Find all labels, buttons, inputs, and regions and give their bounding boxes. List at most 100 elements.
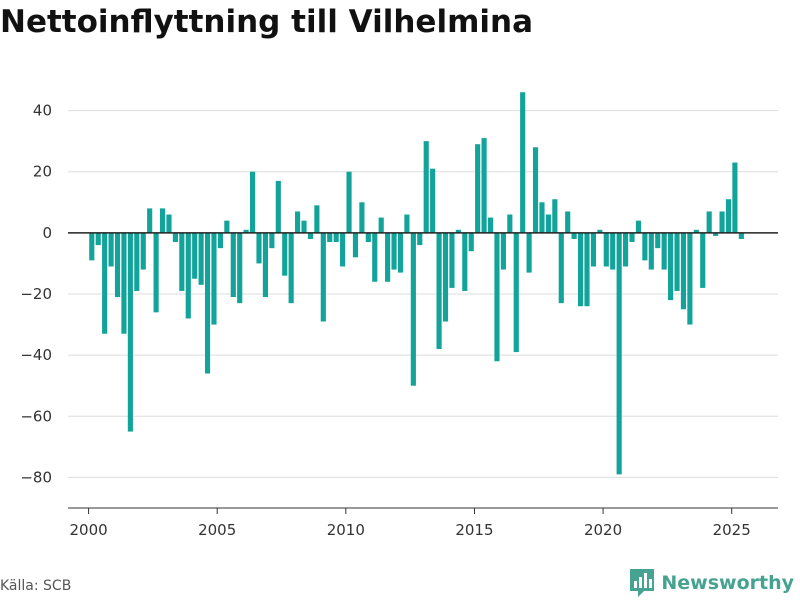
bar <box>687 232 693 325</box>
bar <box>674 232 680 291</box>
bar <box>507 214 513 233</box>
bar <box>275 180 281 233</box>
bar <box>693 229 699 233</box>
bar <box>468 232 474 252</box>
bar <box>346 171 352 233</box>
bar <box>301 220 307 233</box>
brand-name: Newsworthy <box>661 572 794 594</box>
bar <box>159 208 166 233</box>
bar <box>185 232 191 319</box>
bar <box>250 171 256 233</box>
bar <box>256 232 262 264</box>
bar <box>179 232 185 291</box>
chart-title: Nettoinflyttning till Vilhelmina <box>0 4 533 40</box>
bar <box>378 217 384 233</box>
bar <box>217 232 223 249</box>
x-tick-label: 2005 <box>198 521 236 539</box>
bar <box>204 232 211 374</box>
brand-logo[interactable]: Newsworthy <box>629 568 794 598</box>
bar <box>494 232 500 362</box>
bar <box>359 202 365 233</box>
x-axis-ticks: 2000 2005 2010 2015 2020 2025 <box>69 508 751 539</box>
bar <box>635 220 642 233</box>
bar <box>237 232 243 304</box>
bar <box>211 232 217 325</box>
bar <box>526 232 532 273</box>
bar <box>121 232 127 334</box>
bar <box>307 232 314 239</box>
bar <box>738 232 744 239</box>
bar <box>500 232 506 270</box>
bar <box>436 232 442 350</box>
bar <box>642 232 648 261</box>
bar <box>590 232 596 267</box>
bar <box>455 229 461 233</box>
bar <box>449 232 455 288</box>
bar <box>410 232 416 386</box>
bar <box>487 217 494 233</box>
y-tick-label: 0 <box>42 224 52 242</box>
bar <box>314 205 320 233</box>
bar <box>475 144 481 233</box>
bar <box>417 232 423 246</box>
bar <box>269 232 275 249</box>
y-tick-label: 20 <box>33 163 52 181</box>
bar <box>166 214 172 233</box>
bar-chart-logo-icon <box>630 569 655 597</box>
bar <box>262 232 268 298</box>
bar <box>102 232 108 334</box>
bar <box>365 232 371 243</box>
bar <box>391 232 397 270</box>
bar <box>713 232 719 236</box>
bar <box>532 147 539 233</box>
bar <box>320 232 326 322</box>
source-note: Källa: SCB <box>0 578 72 594</box>
bar <box>571 232 577 239</box>
bar <box>134 232 140 291</box>
x-tick-label: 2025 <box>713 521 751 539</box>
bar <box>648 232 654 270</box>
bar <box>539 202 545 233</box>
bar <box>140 232 146 270</box>
x-tick-label: 2020 <box>584 521 622 539</box>
bar <box>198 232 204 285</box>
bar <box>661 232 667 270</box>
y-axis-tick-labels: 40 20 0 −20 −40 −60 −80 <box>20 102 52 487</box>
bar <box>725 199 732 233</box>
bar <box>340 232 346 267</box>
bar <box>224 220 230 233</box>
y-tick-label: −40 <box>20 346 52 364</box>
bar <box>462 232 468 291</box>
bar <box>616 232 622 475</box>
y-tick-label: −80 <box>20 468 52 486</box>
bar <box>558 232 564 304</box>
bar <box>565 211 571 233</box>
bar <box>577 232 584 307</box>
bar <box>288 232 294 304</box>
y-tick-label: 40 <box>33 102 52 120</box>
bar <box>333 232 339 243</box>
bar <box>192 232 198 279</box>
bar <box>352 232 359 258</box>
bar <box>732 162 738 233</box>
bar <box>610 232 616 270</box>
bar <box>397 232 404 273</box>
x-tick-label: 2000 <box>69 521 107 539</box>
bar <box>385 232 391 282</box>
bar <box>584 232 590 307</box>
x-tick-label: 2015 <box>455 521 493 539</box>
bar <box>295 211 301 233</box>
bar <box>623 232 629 267</box>
bar <box>243 229 249 233</box>
bar <box>700 232 706 288</box>
bar <box>706 211 712 233</box>
bar <box>127 232 133 432</box>
bar <box>114 232 121 298</box>
bar <box>172 232 178 243</box>
bar <box>597 229 603 233</box>
bars <box>89 92 744 475</box>
bar <box>95 232 101 246</box>
x-tick-label: 2010 <box>327 521 365 539</box>
bar <box>545 214 551 233</box>
